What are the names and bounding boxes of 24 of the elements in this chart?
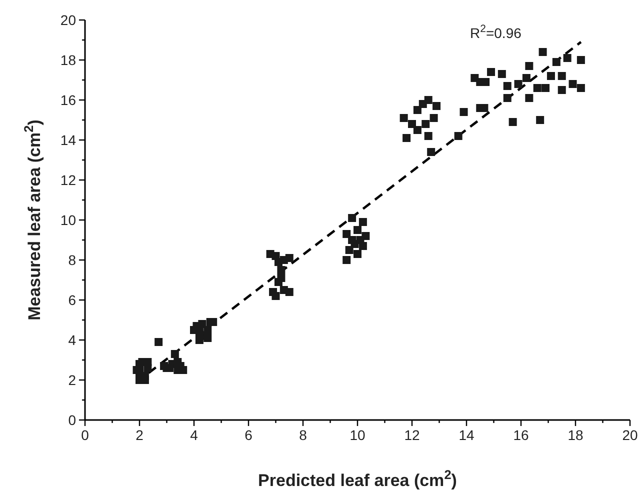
x-tick-label: 14 [458, 427, 474, 443]
y-tick-label: 6 [68, 292, 76, 308]
x-tick-label: 10 [350, 427, 366, 443]
x-tick-label: 16 [513, 427, 529, 443]
y-tick-label: 4 [68, 332, 76, 348]
y-tick-label: 18 [60, 52, 76, 68]
y-tick-label: 16 [60, 92, 76, 108]
y-tick-label: 14 [60, 132, 76, 148]
y-tick-label: 20 [60, 12, 76, 28]
y-tick-label: 12 [60, 172, 76, 188]
y-tick-label: 8 [68, 252, 76, 268]
x-tick-label: 8 [299, 427, 308, 443]
x-axis-title: Predicted leaf area (cm$^{2}$) [258, 466, 457, 490]
annotation: R$^{2}$=0.96 [470, 23, 522, 41]
x-tick-label: 12 [404, 427, 420, 443]
y-tick-label: 10 [60, 212, 76, 228]
x-tick-label: 20 [622, 427, 638, 443]
x-tick-label: 18 [568, 427, 584, 443]
x-tick-label: 2 [136, 427, 144, 443]
x-tick-label: 0 [81, 427, 90, 443]
y-tick-label: 0 [68, 412, 76, 428]
x-tick-label: 6 [244, 427, 253, 443]
x-tick-label: 4 [190, 427, 198, 443]
y-tick-label: 2 [68, 372, 76, 388]
